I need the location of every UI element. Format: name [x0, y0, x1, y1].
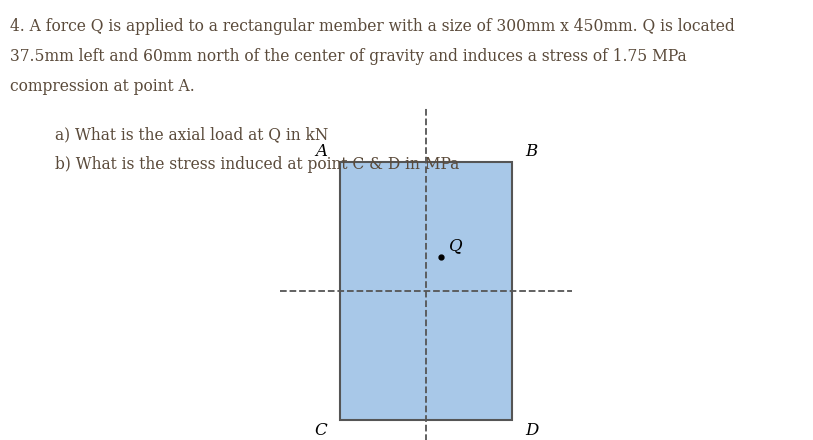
Text: a) What is the axial load at Q in kN: a) What is the axial load at Q in kN — [55, 126, 328, 143]
Text: C: C — [315, 422, 327, 439]
Text: A: A — [315, 143, 327, 160]
Text: 37.5mm left and 60mm north of the center of gravity and induces a stress of 1.75: 37.5mm left and 60mm north of the center… — [10, 48, 687, 65]
Text: 4. A force Q is applied to a rectangular member with a size of 300mm x 450mm. Q : 4. A force Q is applied to a rectangular… — [10, 18, 735, 35]
Text: compression at point A.: compression at point A. — [10, 78, 195, 95]
Bar — [340, 162, 512, 420]
Text: Q: Q — [449, 238, 463, 255]
Text: b) What is the stress induced at point C & D in MPa: b) What is the stress induced at point C… — [55, 156, 459, 173]
Text: D: D — [525, 422, 538, 439]
Text: B: B — [525, 143, 537, 160]
